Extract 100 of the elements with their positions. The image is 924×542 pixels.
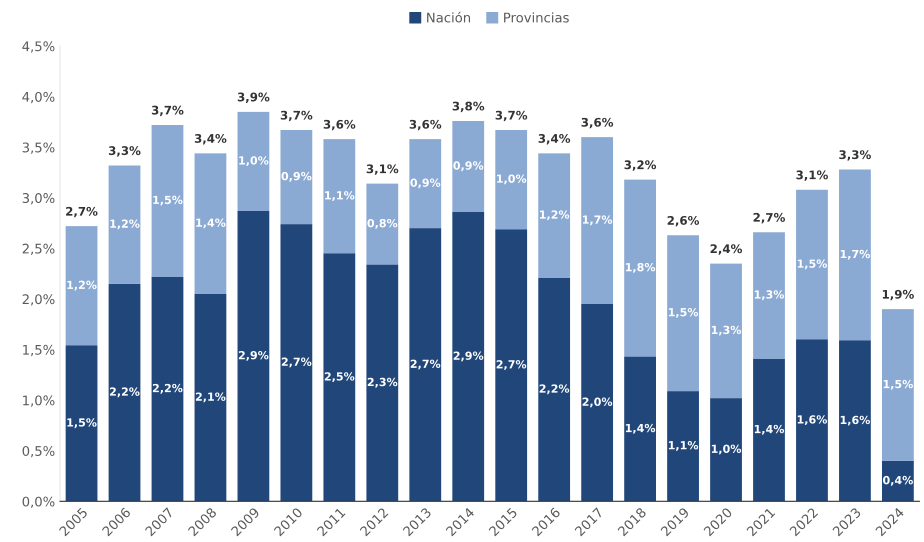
total-label: 3,3%	[839, 150, 871, 161]
total-label: 3,9%	[238, 92, 270, 103]
bar	[280, 224, 312, 502]
y-tick-label: 0,5%	[22, 446, 54, 458]
data-label: 1,5%	[668, 308, 698, 318]
data-label: 1,2%	[110, 219, 140, 230]
bar	[108, 165, 140, 284]
bar	[238, 112, 270, 211]
bar	[366, 264, 398, 502]
total-label: 2,6%	[668, 216, 700, 226]
bar	[667, 235, 699, 392]
total-label: 3,6%	[324, 120, 356, 130]
data-label: 1,1%	[668, 441, 698, 451]
bar	[839, 340, 871, 502]
data-label: 2,2%	[152, 384, 183, 394]
data-label: 1,0%	[239, 156, 268, 166]
total-label: 3,7%	[152, 106, 184, 116]
bar	[194, 294, 226, 502]
data-label: 1,2%	[540, 210, 570, 220]
data-label: 1,5%	[153, 196, 183, 206]
data-label: 1,7%	[582, 215, 612, 226]
bar	[882, 460, 914, 502]
bar	[710, 264, 742, 398]
data-label: 1,1%	[325, 191, 354, 201]
total-label: 3,4%	[538, 134, 570, 144]
bar	[667, 391, 699, 502]
bar	[66, 226, 98, 346]
legend-label: Provincias	[504, 12, 569, 23]
bar	[152, 276, 184, 502]
data-label: 2,2%	[110, 387, 140, 398]
legend-label: Nación	[427, 12, 470, 23]
total-label: 3,4%	[194, 134, 226, 144]
y-tick-label: 1,0%	[23, 395, 54, 407]
total-label: 3,3%	[108, 146, 141, 157]
data-label: 1,5%	[67, 418, 97, 428]
y-tick-label: 2,5%	[22, 244, 54, 255]
bar	[538, 153, 570, 278]
data-label: 0,9%	[410, 178, 440, 188]
data-label: 1,0%	[497, 174, 526, 184]
bar	[753, 358, 785, 502]
total-label: 2,7%	[754, 212, 785, 224]
total-label: 3,6%	[410, 120, 442, 130]
data-label: 1,4%	[754, 424, 784, 435]
data-label: 2,5%	[324, 372, 354, 382]
bar	[753, 232, 785, 359]
y-tick-label: 1,5%	[23, 344, 54, 356]
data-label: 2,7%	[410, 360, 440, 370]
data-label: 1,6%	[798, 415, 828, 426]
total-label: 3,1%	[796, 170, 828, 181]
data-label: 0,9%	[453, 161, 484, 172]
bar	[495, 130, 528, 230]
data-label: 2,7%	[496, 360, 526, 370]
total-label: 2,4%	[710, 244, 742, 255]
bar	[624, 180, 656, 357]
data-label: 0,8%	[367, 218, 398, 229]
data-label: 1,6%	[840, 416, 870, 426]
y-tick-label: 2,0%	[22, 294, 54, 306]
bar	[839, 170, 871, 340]
y-tick-label: 4,0%	[22, 92, 54, 104]
data-label: 1,7%	[840, 250, 870, 260]
bar	[66, 346, 98, 502]
data-label: 0,9%	[281, 172, 312, 182]
y-tick-label: 0,0%	[22, 496, 54, 508]
bar	[152, 124, 184, 277]
bar	[280, 130, 312, 224]
total-label: 2,7%	[66, 206, 98, 218]
data-label: 2,2%	[540, 384, 570, 394]
data-label: 1,4%	[196, 218, 226, 228]
total-label: 3,2%	[624, 160, 656, 171]
data-label: 2,7%	[282, 358, 312, 368]
data-label: 1,4%	[626, 424, 656, 434]
total-label: 3,8%	[452, 102, 484, 112]
total-label: 3,6%	[582, 118, 614, 128]
data-label: 1,8%	[626, 262, 656, 273]
total-label: 3,7%	[496, 110, 528, 122]
bar	[452, 212, 484, 502]
data-label: 1,5%	[798, 259, 828, 270]
bar	[796, 339, 828, 502]
data-label: 2,9%	[454, 351, 484, 362]
y-tick-label: 4,5%	[22, 41, 54, 53]
bar	[538, 278, 570, 502]
bar	[409, 228, 442, 502]
bar	[323, 139, 356, 254]
data-label: 0,4%	[883, 476, 913, 486]
data-label: 2,1%	[196, 392, 226, 402]
bar	[581, 137, 614, 304]
bar	[710, 398, 742, 502]
total-label: 3,7%	[280, 110, 312, 122]
bar	[108, 284, 140, 502]
total-label: 3,1%	[366, 164, 398, 175]
bar	[194, 153, 226, 294]
bar	[452, 120, 484, 212]
data-label: 1,5%	[884, 380, 913, 390]
data-label: 2,0%	[582, 398, 612, 408]
bar	[796, 190, 828, 340]
data-label: 1,0%	[712, 444, 742, 454]
bar	[409, 139, 442, 228]
total-label: 1,9%	[882, 290, 914, 300]
bar	[323, 253, 356, 502]
data-label: 2,9%	[238, 350, 268, 361]
